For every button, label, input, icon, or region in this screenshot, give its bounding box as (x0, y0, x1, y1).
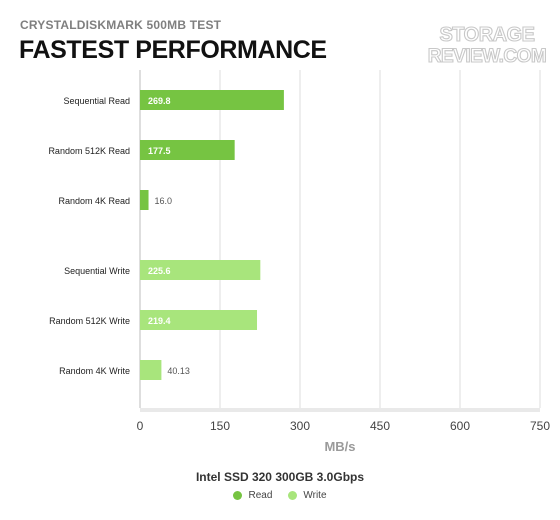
bar-random-4k-read (140, 190, 149, 210)
legend-label-read: Read (248, 490, 273, 501)
bar-random-512k-write (140, 310, 258, 330)
x-tick-label: 300 (290, 419, 310, 433)
value-label-random-512k-read: 177.5 (148, 146, 171, 156)
bar-sequential-write (140, 260, 261, 280)
category-label-random-4k-read: Random 4K Read (58, 196, 130, 206)
x-tick-label: 600 (450, 419, 470, 433)
value-label-random-4k-read: 16.0 (155, 196, 173, 206)
chart-subtitle: CRYSTALDISKMARK 500MB TEST (20, 18, 222, 32)
legend-swatch-read (233, 491, 243, 500)
legend-swatch-write (288, 491, 298, 500)
x-tick-label: 750 (530, 419, 550, 433)
value-label-random-4k-write: 40.13 (167, 366, 190, 376)
storagereview-logo: STORAGE REVIEW.COM (428, 23, 546, 66)
chart-title: FASTEST PERFORMANCE (19, 36, 327, 64)
x-axis-band (140, 408, 540, 412)
legend-item-read: Read (233, 490, 272, 501)
bar-random-512k-read (140, 140, 235, 160)
bar-random-4k-write (140, 360, 162, 380)
category-label-sequential-write: Sequential Write (64, 266, 130, 276)
category-label-random-512k-write: Random 512K Write (49, 316, 130, 326)
svg-text:STORAGE: STORAGE (439, 24, 534, 46)
bar-sequential-read (140, 90, 284, 110)
legend: Read Write (0, 490, 560, 501)
category-label-random-4k-write: Random 4K Write (59, 366, 130, 376)
x-tick-label: 0 (137, 419, 144, 433)
category-label-random-512k-read: Random 512K Read (48, 146, 130, 156)
svg-text:REVIEW.COM: REVIEW.COM (428, 46, 546, 66)
value-label-sequential-read: 269.8 (148, 96, 171, 106)
x-axis-label: MB/s (324, 439, 355, 454)
legend-title: Intel SSD 320 300GB 3.0Gbps (195, 470, 365, 484)
legend-label-write: Write (303, 490, 327, 501)
value-label-random-512k-write: 219.4 (148, 316, 171, 326)
x-tick-label: 150 (210, 419, 230, 433)
category-label-sequential-read: Sequential Read (63, 96, 130, 106)
value-label-sequential-write: 225.6 (148, 266, 171, 276)
legend-item-write: Write (288, 490, 327, 501)
x-tick-label: 450 (370, 419, 390, 433)
bar-chart: 0 150 300 450 600 750 MB/s Sequential Read 269.8… (48, 70, 550, 454)
